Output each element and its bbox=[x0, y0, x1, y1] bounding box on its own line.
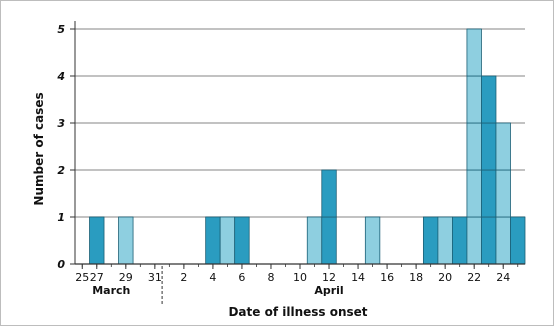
x-tick-label-22: 22 bbox=[467, 271, 481, 284]
month-label-march: March bbox=[92, 284, 130, 297]
case-block-april-12-2 bbox=[321, 169, 337, 218]
case-block-april-22-2 bbox=[466, 169, 482, 218]
case-block-april-24-3 bbox=[495, 122, 511, 171]
case-block-april-4-1 bbox=[205, 216, 221, 265]
case-block-april-23-2 bbox=[481, 169, 497, 218]
y-tick-label-0: 0 bbox=[57, 258, 65, 271]
x-axis-title: Date of illness onset bbox=[228, 305, 367, 319]
x-tick-label-25: 25 bbox=[75, 271, 89, 284]
case-block-april-22-1 bbox=[466, 216, 482, 265]
y-tick-label-1: 1 bbox=[57, 211, 65, 224]
x-tick-label-29: 29 bbox=[119, 271, 133, 284]
x-tick-label-8: 8 bbox=[267, 271, 274, 284]
case-block-april-22-5 bbox=[466, 28, 482, 77]
case-block-april-23-1 bbox=[481, 216, 497, 265]
y-axis-title: Number of cases bbox=[32, 92, 46, 205]
case-block-april-11-1 bbox=[306, 216, 323, 265]
x-tick-label-31: 31 bbox=[148, 271, 162, 284]
x-tick-label-16: 16 bbox=[380, 271, 394, 284]
case-block-april-20-1 bbox=[437, 216, 453, 265]
case-block-april-22-3 bbox=[466, 122, 482, 171]
case-block-march-27-1 bbox=[89, 216, 105, 265]
case-block-april-12-1 bbox=[321, 216, 337, 265]
y-tick-label-5: 5 bbox=[57, 23, 65, 36]
y-tick-label-3: 3 bbox=[57, 117, 65, 130]
case-block-april-25-1 bbox=[510, 216, 526, 265]
x-tick-label-20: 20 bbox=[438, 271, 452, 284]
grid-lines bbox=[75, 28, 525, 218]
y-tick-label-2: 2 bbox=[57, 164, 65, 177]
case-block-april-19-1 bbox=[422, 216, 439, 265]
x-tick-label-27: 27 bbox=[90, 271, 104, 284]
case-block-april-23-3 bbox=[481, 122, 497, 171]
case-block-april-6-1 bbox=[234, 216, 250, 265]
x-tick-label-4: 4 bbox=[209, 271, 216, 284]
x-tick-label-6: 6 bbox=[238, 271, 245, 284]
case-block-april-15-1 bbox=[364, 216, 381, 265]
case-block-april-23-4 bbox=[481, 75, 497, 124]
case-bars bbox=[89, 28, 526, 265]
case-block-march-29-1 bbox=[118, 216, 134, 265]
case-block-april-21-1 bbox=[452, 216, 468, 265]
case-block-april-24-1 bbox=[495, 216, 511, 265]
x-tick-label-10: 10 bbox=[293, 271, 307, 284]
x-tick-label-18: 18 bbox=[409, 271, 423, 284]
case-block-april-24-2 bbox=[495, 169, 511, 218]
x-tick-label-14: 14 bbox=[351, 271, 365, 284]
case-block-april-22-4 bbox=[466, 75, 482, 124]
axes bbox=[70, 21, 525, 304]
x-tick-label-2: 2 bbox=[180, 271, 187, 284]
case-block-april-5-1 bbox=[219, 216, 236, 265]
month-label-april: April bbox=[314, 284, 343, 297]
x-tick-label-12: 12 bbox=[322, 271, 336, 284]
y-tick-label-4: 4 bbox=[56, 70, 65, 83]
x-tick-label-24: 24 bbox=[496, 271, 510, 284]
